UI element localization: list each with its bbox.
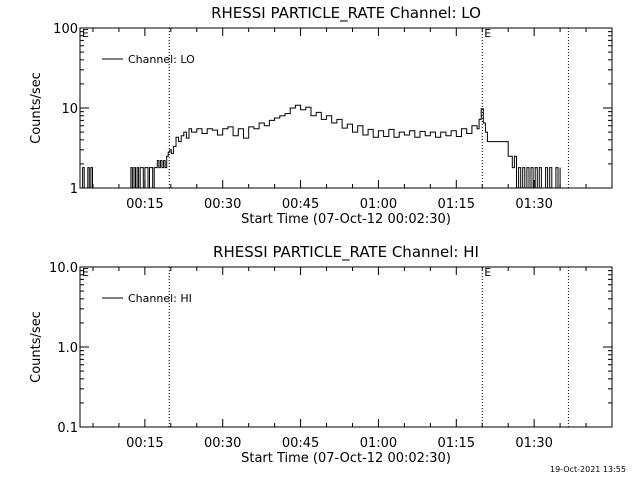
x-tick-label: 00:30 xyxy=(204,197,241,212)
legend-label: Channel: LO xyxy=(128,53,195,66)
plot-frame xyxy=(79,27,613,189)
x-tick-label: 01:15 xyxy=(438,436,475,451)
y-axis-label: Counts/sec xyxy=(29,72,44,144)
y-tick-label: 100 xyxy=(53,22,78,37)
left-edge-marker: E xyxy=(82,27,89,40)
x-tick-label: 00:15 xyxy=(126,436,163,451)
event-label: E xyxy=(484,27,491,40)
series-line xyxy=(80,104,561,189)
y-tick-label: 0.1 xyxy=(57,421,78,436)
x-axis-label: Start Time (07-Oct-12 00:02:30) xyxy=(241,212,451,227)
y-tick-label: 10.0 xyxy=(49,261,78,276)
x-tick-label: 01:00 xyxy=(360,436,397,451)
x-tick-label: 01:30 xyxy=(515,436,552,451)
timestamp-label: 19-Oct-2021 13:55 xyxy=(550,465,626,474)
x-tick-label: 01:15 xyxy=(438,197,475,212)
chart-title: RHESSI PARTICLE_RATE Channel: HI xyxy=(213,243,479,262)
chart-panel-1: RHESSI PARTICLE_RATE Channel: LO 00:15 00:… xyxy=(29,4,613,227)
event-label: E xyxy=(484,266,491,279)
x-tick-label: 00:45 xyxy=(282,436,319,451)
x-axis-label: Start Time (07-Oct-12 00:02:30) xyxy=(241,451,451,466)
chart-title: RHESSI PARTICLE_RATE Channel: LO xyxy=(211,4,481,23)
x-tick-label: 00:15 xyxy=(126,197,163,212)
legend-label: Channel: HI xyxy=(128,292,192,305)
x-tick-label: 00:45 xyxy=(282,197,319,212)
plot-frame xyxy=(79,266,613,428)
y-axis-label: Counts/sec xyxy=(29,311,44,383)
y-tick-label: 10 xyxy=(61,102,78,117)
y-tick-label: 1 xyxy=(70,182,78,197)
chart-panel-2: RHESSI PARTICLE_RATE Channel: HI 00:15 00:… xyxy=(29,243,613,466)
x-tick-label: 01:30 xyxy=(515,197,552,212)
x-tick-label: 00:30 xyxy=(204,436,241,451)
x-tick-label: 01:00 xyxy=(360,197,397,212)
y-tick-label: 1.0 xyxy=(57,341,78,356)
left-edge-marker: E xyxy=(82,266,89,279)
